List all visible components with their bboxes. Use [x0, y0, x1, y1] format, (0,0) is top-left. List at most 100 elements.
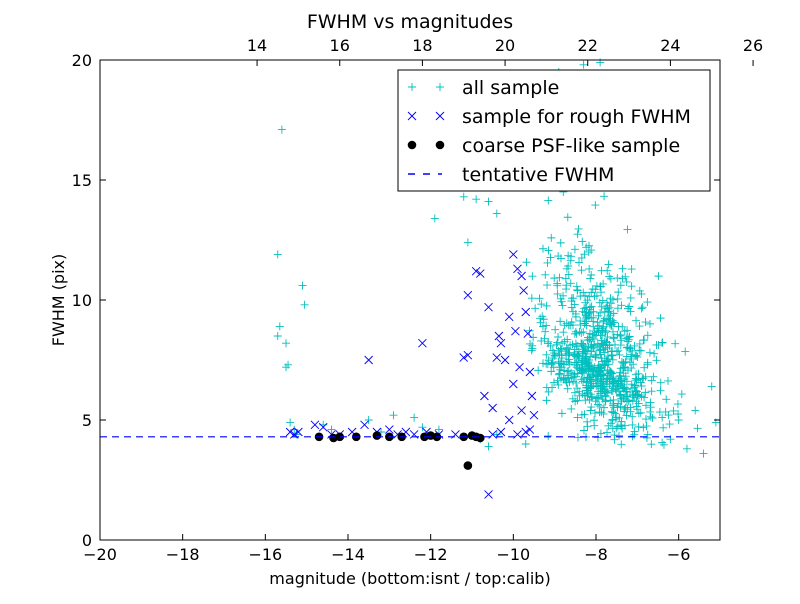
- data-point-all-sample: [602, 298, 611, 307]
- data-point-all-sample: [522, 258, 531, 267]
- data-point-all-sample: [596, 372, 605, 381]
- data-point-all-sample: [546, 253, 555, 262]
- data-point-sample-for-rough-fwhm: [488, 403, 497, 413]
- data-point-all-sample: [658, 413, 667, 422]
- data-point-all-sample: [615, 431, 624, 440]
- data-point-all-sample: [619, 369, 628, 378]
- series-all-sample: [273, 58, 720, 458]
- data-point-all-sample: [562, 319, 571, 328]
- legend-marker: [408, 83, 416, 91]
- data-point-sample-for-rough-fwhm: [525, 425, 535, 434]
- data-point-all-sample: [613, 422, 622, 431]
- data-point-all-sample: [586, 307, 595, 316]
- data-point-all-sample: [571, 327, 580, 336]
- data-point-all-sample: [577, 410, 586, 419]
- y-tick-label: 5: [82, 411, 92, 430]
- data-point-all-sample: [598, 326, 607, 335]
- data-point-all-sample: [572, 282, 581, 291]
- legend-label: coarse PSF-like sample: [462, 135, 680, 157]
- data-point-all-sample: [567, 368, 576, 377]
- data-point-all-sample: [627, 282, 636, 291]
- data-point-all-sample: [596, 350, 605, 359]
- data-point-all-sample: [608, 378, 617, 387]
- data-point-all-sample: [544, 246, 553, 255]
- data-point-all-sample: [592, 291, 601, 300]
- data-point-all-sample: [553, 281, 562, 290]
- data-point-all-sample: [575, 391, 584, 400]
- data-point-all-sample: [604, 260, 613, 269]
- y-tick-label: 15: [72, 171, 92, 190]
- data-point-sample-for-rough-fwhm: [418, 338, 427, 348]
- data-point-all-sample: [286, 418, 295, 427]
- data-point-all-sample: [591, 285, 600, 294]
- data-point-all-sample: [544, 387, 553, 396]
- data-point-all-sample: [578, 366, 587, 375]
- data-point-all-sample: [538, 312, 547, 321]
- data-point-all-sample: [582, 353, 591, 362]
- data-point-all-sample: [628, 396, 637, 405]
- data-point-all-sample: [577, 253, 586, 262]
- x-tick-label: −10: [496, 545, 530, 564]
- data-point-all-sample: [636, 346, 645, 355]
- data-point-all-sample: [606, 274, 615, 283]
- data-point-all-sample: [570, 300, 579, 309]
- data-point-all-sample: [327, 425, 336, 434]
- legend-label: tentative FWHM: [462, 164, 614, 186]
- legend-marker: [435, 140, 445, 150]
- data-point-all-sample: [647, 376, 656, 385]
- data-point-all-sample: [638, 303, 647, 312]
- legend-label: all sample: [462, 77, 559, 99]
- legend-item: all sample: [408, 77, 559, 99]
- data-point-all-sample: [580, 319, 589, 328]
- data-point-all-sample: [641, 318, 650, 327]
- data-point-all-sample: [566, 341, 575, 350]
- data-point-all-sample: [615, 350, 624, 359]
- legend-box: [397, 69, 711, 192]
- data-point-all-sample: [627, 265, 636, 274]
- data-point-all-sample: [620, 407, 629, 416]
- data-point-all-sample: [671, 339, 680, 348]
- data-point-all-sample: [622, 377, 631, 386]
- data-point-all-sample: [547, 233, 556, 242]
- data-point-sample-for-rough-fwhm: [492, 353, 502, 362]
- data-point-all-sample: [596, 429, 605, 438]
- data-point-all-sample: [677, 390, 686, 399]
- data-point-all-sample: [484, 442, 493, 451]
- data-point-all-sample: [617, 440, 626, 449]
- data-point-sample-for-rough-fwhm: [360, 420, 369, 430]
- data-point-all-sample: [282, 363, 290, 372]
- data-point-all-sample: [614, 346, 623, 355]
- data-point-all-sample: [633, 405, 642, 414]
- data-point-all-sample: [611, 409, 620, 418]
- data-point-all-sample: [595, 401, 604, 410]
- data-point-all-sample: [630, 427, 639, 436]
- data-point-all-sample: [650, 349, 659, 358]
- data-point-all-sample: [593, 318, 602, 327]
- data-point-all-sample: [637, 392, 646, 401]
- data-point-all-sample: [556, 317, 565, 326]
- data-point-all-sample: [603, 332, 612, 341]
- data-point-all-sample: [590, 326, 599, 335]
- data-point-all-sample: [559, 328, 568, 337]
- data-point-all-sample: [568, 394, 577, 403]
- data-point-all-sample: [589, 366, 598, 375]
- data-point-all-sample: [607, 299, 616, 308]
- data-point-all-sample: [583, 373, 592, 382]
- data-point-all-sample: [410, 413, 419, 422]
- data-point-sample-for-rough-fwhm: [471, 266, 481, 276]
- data-point-all-sample: [578, 307, 587, 316]
- data-point-all-sample: [635, 322, 644, 331]
- data-point-all-sample: [587, 403, 596, 412]
- data-point-all-sample: [641, 372, 650, 381]
- data-point-all-sample: [659, 440, 668, 449]
- y-tick-label: 10: [72, 291, 92, 310]
- data-point-all-sample: [641, 401, 650, 410]
- data-point-all-sample: [599, 345, 608, 354]
- data-point-all-sample: [693, 424, 702, 433]
- data-point-all-sample: [635, 346, 644, 355]
- data-point-all-sample: [574, 224, 583, 233]
- data-point-all-sample: [617, 417, 626, 426]
- data-point-all-sample: [634, 409, 643, 418]
- data-point-all-sample: [699, 449, 708, 458]
